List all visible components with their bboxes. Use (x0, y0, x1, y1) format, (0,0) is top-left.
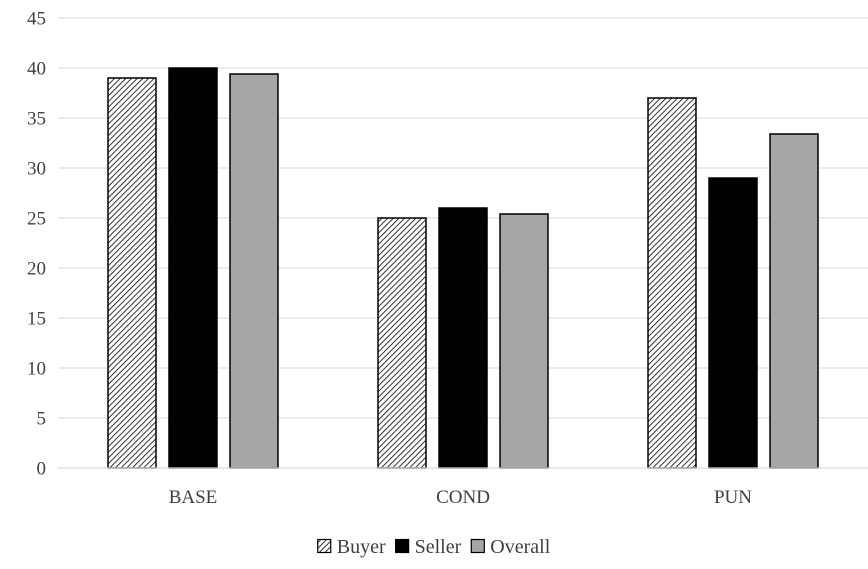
x-axis: BASE COND PUN (58, 467, 868, 508)
y-tick-label: 45 (27, 9, 46, 30)
bars (107, 67, 819, 469)
legend-swatch-buyer (317, 538, 332, 554)
bar-overall-cond (499, 213, 549, 469)
bar-seller-base (168, 67, 218, 469)
bar-buyer-pun (647, 97, 697, 469)
legend-swatch-overall (470, 538, 485, 554)
legend-label-overall: Overall (490, 536, 550, 558)
x-category-label: PUN (714, 487, 752, 508)
y-tick-label: 25 (27, 209, 46, 230)
legend-label-buyer: Buyer (337, 536, 386, 558)
legend-label-seller: Seller (415, 536, 462, 558)
x-category-label: BASE (169, 487, 218, 508)
y-tick-label: 35 (27, 109, 46, 130)
x-category-label: COND (436, 487, 490, 508)
legend: Buyer Seller Overall (317, 536, 551, 558)
bar-buyer-base (107, 77, 157, 469)
legend-swatch-seller (395, 538, 410, 554)
y-axis-tick-labels: 0 5 10 15 20 25 30 35 40 45 (27, 9, 46, 480)
y-tick-label: 40 (27, 59, 46, 80)
y-tick-label: 20 (27, 259, 46, 280)
bar-buyer-cond (377, 217, 427, 469)
y-tick-label: 30 (27, 159, 46, 180)
bar-seller-pun (708, 177, 758, 469)
y-tick-label: 5 (37, 409, 47, 430)
y-tick-label: 0 (37, 459, 47, 480)
bar-overall-base (229, 73, 279, 469)
bar-seller-cond (438, 207, 488, 469)
y-tick-label: 15 (27, 309, 46, 330)
bar-overall-pun (769, 133, 819, 469)
y-tick-label: 10 (27, 359, 46, 380)
